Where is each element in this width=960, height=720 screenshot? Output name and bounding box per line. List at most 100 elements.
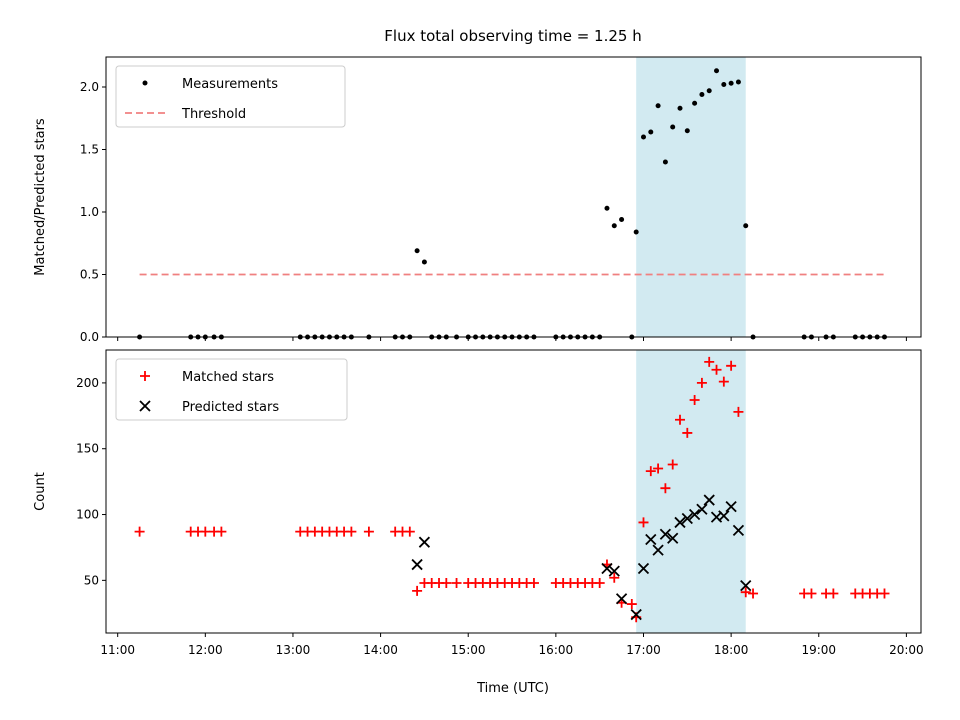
data-point xyxy=(655,103,661,109)
data-point xyxy=(743,223,749,229)
x-tick-label: 18:00 xyxy=(714,643,749,657)
data-point xyxy=(706,88,712,94)
data-point xyxy=(733,406,744,417)
legend: Measurements Threshold xyxy=(115,65,346,128)
data-point xyxy=(216,526,227,537)
data-point xyxy=(696,377,707,388)
x-tick-label: 20:00 xyxy=(889,643,924,657)
data-point xyxy=(735,79,741,85)
data-point xyxy=(718,510,730,522)
data-point xyxy=(667,459,678,470)
x-axis-label: Time (UTC) xyxy=(476,681,549,696)
data-point xyxy=(670,124,676,130)
data-point xyxy=(652,544,664,556)
legend-box xyxy=(115,358,348,421)
x-tick-label: 16:00 xyxy=(539,643,574,657)
data-point xyxy=(645,533,657,546)
data-point xyxy=(660,483,671,494)
data-point xyxy=(411,558,423,571)
data-point xyxy=(732,524,745,536)
data-point xyxy=(703,494,715,506)
y-tick-label: 2.0 xyxy=(80,80,99,94)
data-point xyxy=(637,562,650,575)
data-point xyxy=(681,512,693,525)
data-point xyxy=(718,376,729,387)
data-point xyxy=(418,536,431,548)
y-tick-label: 1.0 xyxy=(80,205,99,219)
data-point xyxy=(626,599,637,610)
data-point xyxy=(640,134,646,140)
data-point xyxy=(630,608,642,621)
data-point xyxy=(653,463,664,474)
data-point xyxy=(421,259,427,265)
x-tick-label: 14:00 xyxy=(363,643,398,657)
legend-label: Measurements xyxy=(182,77,278,92)
data-point xyxy=(638,517,649,528)
data-point xyxy=(704,356,715,367)
x-tick-label: 12:00 xyxy=(188,643,223,657)
x-tick-label: 17:00 xyxy=(626,643,661,657)
data-point xyxy=(346,526,357,537)
data-point xyxy=(441,577,452,588)
data-point xyxy=(451,577,462,588)
data-point xyxy=(699,92,705,97)
count-panel: 50 100 150 200 11:00 12:00 13:00 14:00 15:00 16:0… xyxy=(33,349,924,657)
data-point xyxy=(689,395,700,406)
data-point xyxy=(711,364,722,375)
data-point xyxy=(648,129,654,135)
data-point xyxy=(594,577,605,588)
ratio-panel: 0.0 0.5 1.0 1.5 2.0 Matched/Predicted stars Me… xyxy=(33,56,922,344)
y-tick-label: 150 xyxy=(76,442,99,456)
data-point xyxy=(363,526,374,537)
legend-label: Threshold xyxy=(181,107,246,122)
data-point xyxy=(609,572,620,583)
y-tick-label: 200 xyxy=(76,376,99,390)
data-point xyxy=(134,526,145,537)
data-point xyxy=(601,562,613,575)
data-point xyxy=(682,427,693,438)
data-point xyxy=(528,577,539,588)
highlight-span xyxy=(636,350,746,633)
data-point xyxy=(879,588,890,599)
data-point xyxy=(740,579,752,592)
legend-label: Predicted stars xyxy=(182,400,279,415)
y-axis-label: Count xyxy=(33,472,48,511)
x-tick-label: 11:00 xyxy=(100,643,135,657)
data-point xyxy=(806,588,817,599)
data-point xyxy=(714,68,720,74)
series-predicted-stars xyxy=(411,494,752,621)
x-tick-label: 13:00 xyxy=(276,643,311,657)
legend-swatch xyxy=(142,80,148,86)
data-point xyxy=(608,565,620,577)
legend-swatch xyxy=(140,371,150,381)
data-point xyxy=(677,105,683,111)
data-point xyxy=(200,526,211,537)
legend-box xyxy=(115,65,346,128)
data-point xyxy=(633,229,639,235)
data-point xyxy=(721,82,727,87)
data-point xyxy=(414,248,420,254)
legend-label: Matched stars xyxy=(182,370,274,385)
series-matched-stars xyxy=(134,356,890,623)
data-point xyxy=(645,466,656,477)
data-point xyxy=(404,526,415,537)
data-point xyxy=(725,501,737,513)
y-tick-label: 1.5 xyxy=(80,143,99,157)
data-point xyxy=(696,503,708,515)
data-point xyxy=(828,588,839,599)
data-point xyxy=(619,217,625,222)
data-point xyxy=(740,587,751,598)
chart-title: Flux total observing time = 1.25 h xyxy=(384,27,641,45)
axes-frame xyxy=(105,56,922,338)
data-point xyxy=(684,128,690,134)
y-axis-label: Matched/Predicted stars xyxy=(33,118,48,276)
data-point xyxy=(659,528,672,540)
highlight-span xyxy=(636,57,746,337)
axes-frame xyxy=(105,349,922,634)
data-point xyxy=(688,508,701,521)
x-tick-label: 19:00 xyxy=(801,643,836,657)
legend-swatch xyxy=(139,400,151,412)
data-point xyxy=(692,100,698,106)
data-point xyxy=(412,585,423,596)
data-point xyxy=(675,414,686,425)
